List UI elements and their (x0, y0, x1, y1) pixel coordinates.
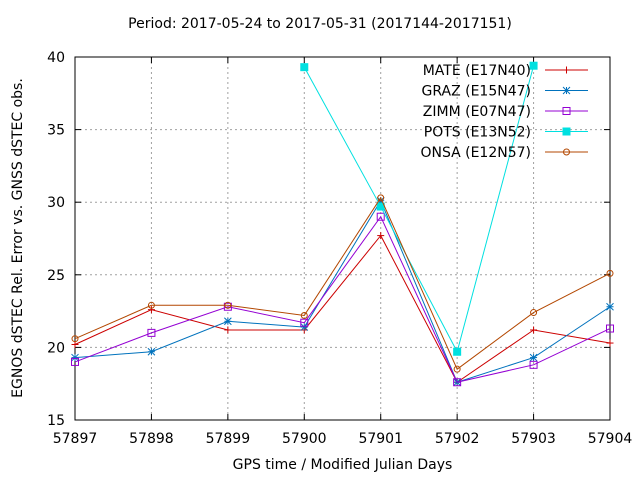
y-tick-label: 35 (47, 123, 65, 139)
data-point (606, 302, 614, 311)
data-point (300, 63, 309, 72)
data-point (453, 378, 462, 387)
data-point (606, 324, 614, 333)
legend-marker (562, 107, 571, 115)
legend: MATE (E17N40) GRAZ (E15N47) ZIMM (E07N47) P… (420, 63, 588, 161)
x-tick-label: 57899 (206, 431, 251, 447)
data-point (530, 326, 538, 334)
x-tick-label: 57900 (282, 431, 327, 447)
plot-frame (74, 56, 611, 421)
data-point (300, 323, 309, 331)
y-tick-label: 25 (47, 268, 65, 284)
series-line (74, 196, 611, 370)
data-point (300, 318, 309, 327)
data-point (147, 347, 156, 356)
legend-label: GRAZ (E15N47) (422, 84, 532, 100)
data-point-d2 (606, 302, 614, 311)
data-point (529, 61, 538, 70)
data-point (377, 194, 385, 202)
data-point (147, 328, 156, 337)
x-tick-label: 57902 (435, 431, 480, 447)
legend-label: POTS (E13N52) (424, 125, 531, 141)
data-point (147, 301, 155, 309)
x-tick-label: 57897 (53, 431, 98, 447)
series-0 (71, 232, 614, 386)
data-point (224, 326, 232, 334)
x-tick-label: 57903 (511, 431, 556, 447)
legend-marker (563, 66, 570, 74)
data-point (147, 306, 155, 314)
x-tick-label: 57901 (358, 431, 403, 447)
y-tick-label: 20 (47, 340, 65, 356)
data-point (224, 301, 232, 309)
series-line (74, 234, 611, 383)
data-point (71, 353, 79, 362)
data-point (377, 232, 385, 240)
series-line (74, 199, 611, 383)
data-point-d2 (300, 323, 309, 331)
data-point (606, 339, 614, 347)
y-tick-label: 15 (47, 413, 65, 429)
legend-marker-d2 (562, 86, 571, 95)
x-tick-label: 57904 (588, 431, 633, 447)
data-point (453, 365, 461, 373)
data-point (223, 302, 232, 311)
series-2 (71, 212, 614, 387)
data-point (71, 335, 79, 343)
chart-title: Period: 2017-05-24 to 2017-05-31 (201714… (128, 16, 512, 32)
series-line (74, 215, 611, 383)
data-point-d2 (529, 353, 538, 362)
data-point (529, 353, 538, 362)
y-tick-label: 30 (47, 195, 65, 211)
y-axis-label: EGNOS dSTEC Rel. Error vs. GNSS dSTEC ob… (10, 78, 26, 398)
data-point (300, 311, 308, 319)
legend-marker (563, 148, 570, 156)
series-1 (71, 196, 614, 387)
data-point (71, 357, 79, 366)
x-tick-label: 57898 (129, 431, 174, 447)
data-point (453, 347, 462, 356)
data-point (224, 317, 232, 326)
series-3 (300, 61, 538, 356)
data-point (376, 212, 385, 221)
legend-marker (562, 127, 571, 136)
x-axis-label: GPS time / Modified Julian Days (232, 457, 453, 473)
data-point-d2 (71, 353, 79, 362)
data-point-d2 (147, 347, 156, 356)
series-line (303, 65, 535, 354)
data-point (606, 269, 614, 277)
data-point-d2 (224, 317, 232, 326)
data-point (530, 309, 538, 317)
series-4 (71, 194, 614, 373)
legend-label: ZIMM (E07N47) (423, 104, 531, 120)
y-tick-label: 40 (47, 50, 65, 66)
legend-label: ONSA (E12N57) (420, 145, 531, 161)
legend-label: MATE (E17N40) (423, 63, 531, 79)
legend-marker (562, 86, 571, 95)
data-point (529, 360, 538, 369)
